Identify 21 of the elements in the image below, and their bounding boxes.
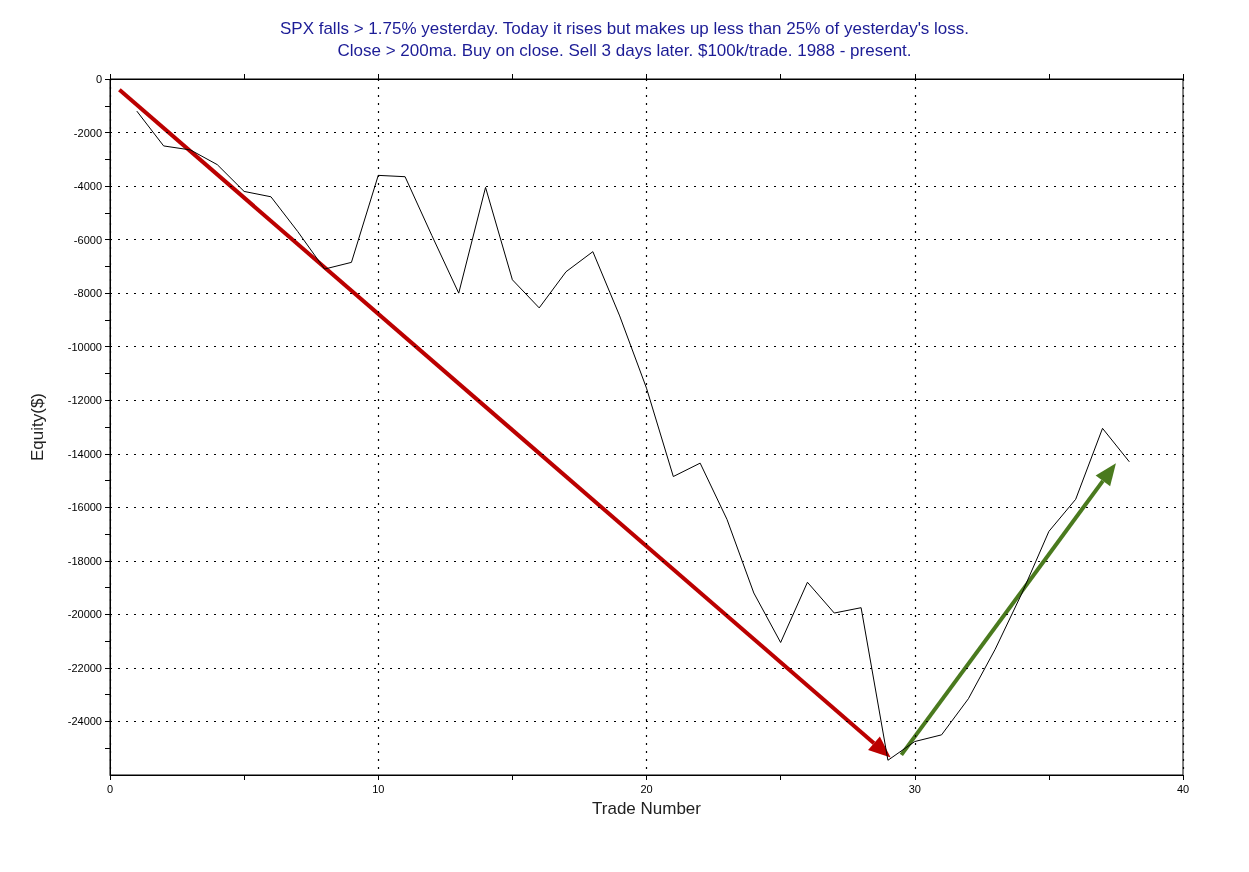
x-axis-title: Trade Number <box>592 799 702 818</box>
y-tick-label: -24000 <box>67 715 102 728</box>
x-tick-label: 30 <box>908 782 921 795</box>
y-tick-label: -20000 <box>67 608 102 621</box>
y-tick-label: -14000 <box>67 447 102 460</box>
y-tick-label: -16000 <box>67 501 102 514</box>
y-tick-label: -22000 <box>67 661 102 674</box>
x-tick-label: 40 <box>1176 782 1190 795</box>
x-tick-label: 0 <box>106 782 114 795</box>
y-tick-label: -12000 <box>67 394 102 407</box>
y-tick-label: -2000 <box>73 126 102 139</box>
x-tick-label: 10 <box>372 782 385 795</box>
y-tick-label: -8000 <box>73 287 102 300</box>
y-tick-label: -4000 <box>73 180 102 193</box>
x-tick-label: 20 <box>640 782 653 795</box>
chart-title: SPX falls > 1.75% yesterday. Today it rises but makes up less than 25% of yesterday's loss. Close > 200ma. Buy on close. Sell 3 days later. $100k/trade. 1988 - present. <box>279 18 970 60</box>
y-tick-label: -6000 <box>73 233 102 246</box>
y-tick-label: -10000 <box>67 340 102 353</box>
y-axis-title: Equity($) <box>28 392 47 462</box>
y-tick-label: 0 <box>95 73 102 85</box>
y-tick-label: -18000 <box>67 554 102 567</box>
